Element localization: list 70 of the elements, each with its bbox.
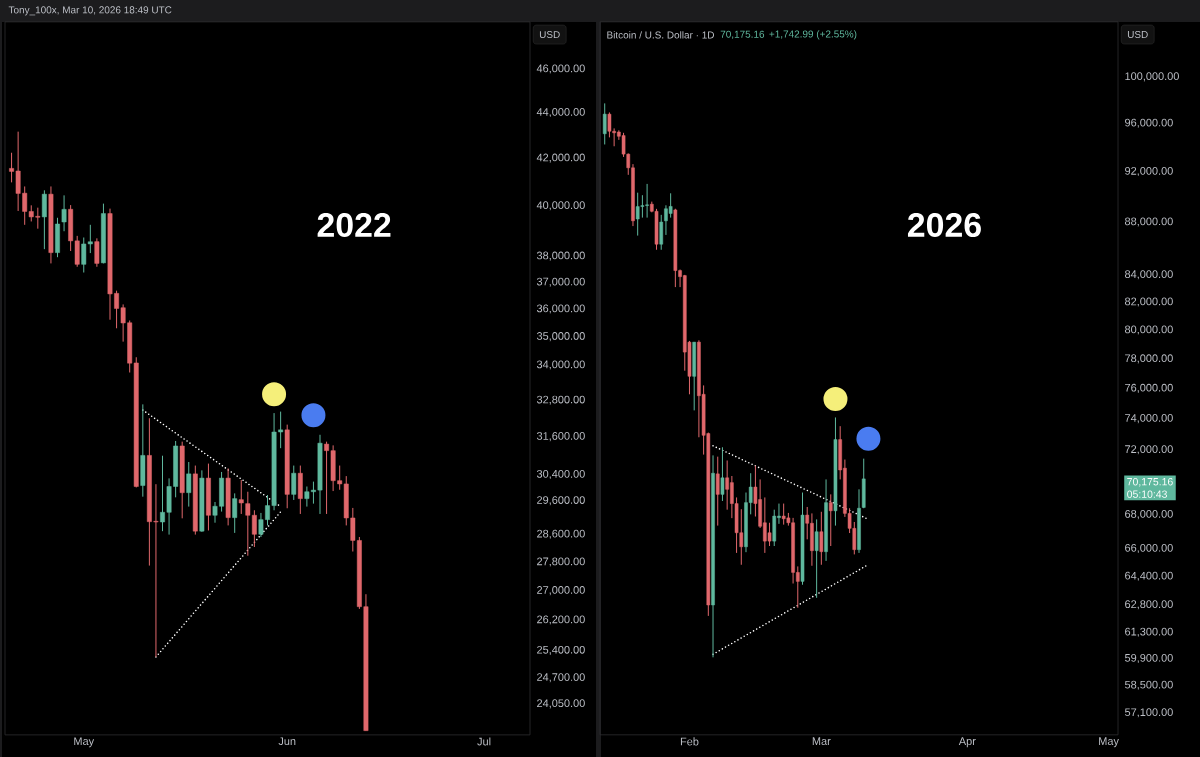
y-tick-label: 29,600.00 [537, 496, 585, 506]
y-tick-label: 35,000.00 [536, 332, 585, 342]
y-tick-label: 68,000.00 [1125, 510, 1173, 520]
y-tick-label: 88,000.00 [1125, 217, 1173, 227]
y-tick-label: 66,000.00 [1125, 543, 1173, 553]
text: 70,175.16 [1127, 478, 1173, 487]
y-tick-label: 42,000.00 [536, 153, 585, 163]
y-tick-label: 40,000.00 [536, 201, 585, 211]
y-tick-label: 82,000.00 [1125, 297, 1173, 307]
x-tick-label: Apr [958, 737, 976, 748]
y-tick-label: 46,000.00 [536, 64, 585, 74]
candlestick [715, 456, 720, 527]
y-tick-label: 61,300.00 [1125, 627, 1173, 637]
annotation: +1,742.99 (+2.55%) [769, 30, 857, 40]
y-tick-label: 72,000.00 [1125, 445, 1173, 455]
y-tick-label: 44,000.00 [536, 108, 585, 118]
y-tick-label: 62,800.00 [1125, 600, 1173, 610]
y-axis-title: USD [1127, 31, 1148, 39]
candlestick [41, 189, 47, 250]
y-tick-label: 34,000.00 [536, 360, 585, 370]
y-tick-label: 27,000.00 [537, 586, 585, 596]
text: Bitcoin / U.S. Dollar · 1D [607, 31, 714, 39]
candlestick [291, 465, 297, 501]
candlestick [767, 522, 772, 547]
candlestick [94, 237, 100, 268]
y-tick-label: 59,900.00 [1124, 653, 1173, 664]
y-tick-label: 78,000.00 [1125, 354, 1173, 364]
candlestick [814, 518, 819, 599]
y-tick-label: 96,000.00 [1125, 118, 1173, 128]
chart-title: Tony_100x, Mar 10, 2026 18:49 UTC [8, 6, 172, 16]
y-tick-label: 64,400.00 [1125, 571, 1173, 581]
y-tick-label: 58,500.00 [1124, 680, 1173, 690]
y-tick-label: 84,000.00 [1125, 270, 1173, 280]
y-tick-label: 30,400.00 [536, 469, 585, 480]
candlestick [819, 511, 824, 566]
candlestick [232, 492, 238, 534]
y-tick-label: 74,000.00 [1125, 414, 1173, 424]
y-tick-label: 31,600.00 [536, 432, 585, 442]
annotation: 2026 [907, 213, 981, 238]
candlestick [828, 493, 833, 547]
candlestick [659, 214, 664, 251]
y-tick-label: 28,600.00 [537, 529, 585, 539]
x-tick-label: May [74, 737, 95, 748]
y-axis-title: USD [539, 31, 560, 39]
annotation: 2022 [317, 213, 391, 238]
x-tick-label: Feb [680, 737, 699, 746]
text: 05:10:43 [1127, 490, 1167, 498]
y-tick-label: 36,000.00 [536, 304, 585, 314]
y-tick-label: 32,800.00 [536, 395, 585, 405]
y-tick-label: 37,000.00 [536, 277, 585, 287]
y-tick-label: 80,000.00 [1125, 325, 1173, 335]
candlestick [61, 194, 67, 232]
y-tick-label: 24,700.00 [537, 673, 585, 683]
x-tick-label: Mar [812, 737, 831, 746]
y-tick-label: 38,000.00 [536, 251, 585, 261]
y-tick-label: 27,800.00 [537, 557, 585, 567]
x-tick-label: Jul [477, 737, 491, 746]
x-tick-label: May [1099, 737, 1119, 748]
candlestick [602, 102, 607, 145]
y-tick-label: 76,000.00 [1125, 383, 1173, 393]
y-tick-label: 57,100.00 [1124, 708, 1173, 718]
y-tick-label: 25,400.00 [537, 645, 585, 655]
y-tick-label: 26,200.00 [537, 615, 585, 625]
annotation: 70,175.16 [720, 30, 765, 39]
x-tick-label: Jun [278, 737, 296, 746]
y-tick-label: 24,050.00 [537, 699, 585, 709]
candlestick [720, 446, 725, 502]
y-tick-label: 100,000.00 [1125, 72, 1179, 82]
y-tick-label: 92,000.00 [1125, 166, 1173, 177]
candlestick [186, 461, 192, 508]
